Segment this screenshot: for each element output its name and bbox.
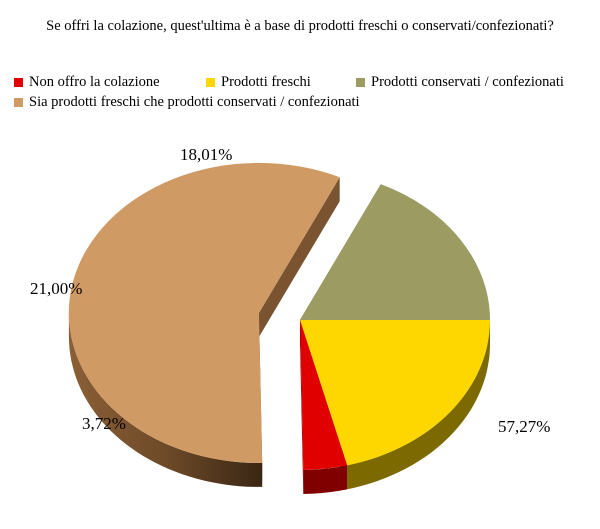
legend-item-non-offro: Non offro la colazione: [14, 74, 206, 91]
legend-row-1: Non offro la colazione Prodotti freschi …: [14, 72, 594, 92]
pct-label-conservati: 18,01%: [180, 145, 232, 164]
pct-label-entrambi: 57,27%: [498, 417, 550, 436]
chart-title: Se offri la colazione, quest'ultima è a …: [46, 18, 554, 34]
legend-row-2: Sia prodotti freschi che prodotti conser…: [14, 92, 594, 112]
pie-side-non-offro: [303, 465, 348, 494]
legend-item-conservati: Prodotti conservati / confezionati: [356, 74, 564, 91]
legend-swatch-red: [14, 77, 23, 87]
pct-label-non-offro: 3,72%: [82, 414, 126, 433]
pie-slice-entrambi: [68, 162, 340, 463]
legend-swatch-tan: [14, 97, 23, 107]
pie-slice-conservati: [300, 184, 490, 320]
pie-cutface-non-offro-0: [300, 320, 304, 494]
legend-item-freschi: Prodotti freschi: [206, 74, 356, 91]
legend-swatch-olive: [356, 77, 365, 87]
pie-tops: [68, 162, 491, 470]
legend-label: Sia prodotti freschi che prodotti conser…: [29, 93, 360, 110]
pie-cutface-entrambi-0: [258, 177, 340, 337]
pie-side-freschi: [347, 320, 490, 490]
pie-side-entrambi: [68, 313, 263, 487]
pie-slice-freschi: [300, 320, 491, 466]
pie-labels: 3,72% 21,00% 18,01% 57,27%: [30, 145, 550, 436]
legend-swatch-yellow: [206, 77, 215, 87]
legend-item-entrambi: Sia prodotti freschi che prodotti conser…: [14, 94, 360, 111]
legend-label: Prodotti conservati / confezionati: [371, 73, 564, 90]
legend-label: Non offro la colazione: [29, 73, 160, 90]
legend-label: Prodotti freschi: [221, 73, 311, 90]
pct-label-freschi: 21,00%: [30, 279, 82, 298]
legend: Non offro la colazione Prodotti freschi …: [14, 72, 594, 112]
pie-slice-non-offro: [300, 320, 348, 470]
